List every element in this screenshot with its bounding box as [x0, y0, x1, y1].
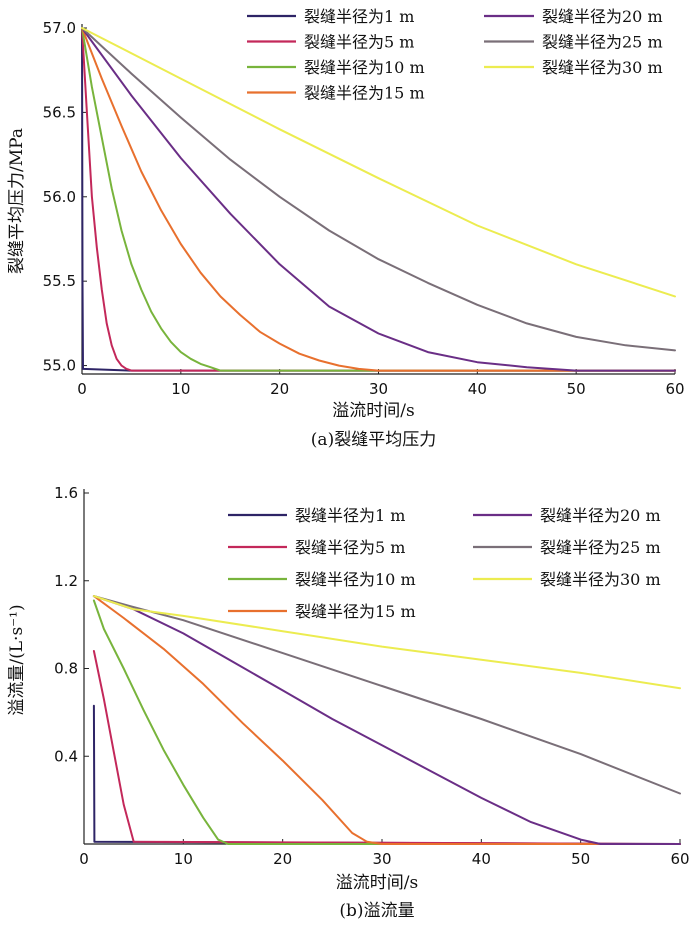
x-axis-title: 溢流时间/s: [336, 873, 418, 893]
chart-panel-0: 0 10 20 30 40 50 60 55.0 55.5 56.0 56.5 57.0 裂缝半径为1 …: [7, 7, 685, 450]
x-axis-title: 溢流时间/s: [332, 401, 414, 421]
legend-label: 裂缝半径为30 m: [540, 570, 661, 589]
y-axis-title: 裂缝平均压力/MPa: [7, 128, 27, 274]
x-tick-label: 40: [472, 850, 491, 868]
series-line-2: [81, 27, 676, 372]
series-line-6: [81, 27, 676, 352]
y-tick-label: 0.8: [54, 660, 78, 678]
legend-label: 裂缝半径为1 m: [295, 506, 405, 525]
legend-label: 裂缝半径为25 m: [542, 33, 663, 52]
x-tick-label: 0: [77, 380, 87, 398]
legend-label: 裂缝半径为25 m: [540, 538, 661, 557]
y-tick-label: 1.2: [54, 572, 78, 590]
series-line-5: [92, 595, 681, 845]
y-axis-title: 溢流量/(L·s⁻¹): [7, 604, 27, 715]
legend-label: 裂缝半径为20 m: [542, 7, 663, 26]
series-line-1: [81, 27, 676, 372]
series-line-3: [92, 599, 681, 845]
panel-caption: (a)裂缝平均压力: [311, 430, 436, 450]
y-tick-label: 55.0: [43, 357, 76, 375]
y-tick-label: 55.5: [43, 272, 76, 290]
chart-panel-1: 0 10 20 30 40 50 60 0.4 0.8 1.2 1.6 裂缝半径为1 m 裂缝半径为5 …: [7, 484, 690, 921]
legend: 裂缝半径为1 m 裂缝半径为5 m 裂缝半径为10 m 裂缝半径为15 m 裂缝半径为2…: [247, 7, 663, 103]
series-line-4: [81, 27, 676, 372]
legend-label: 裂缝半径为15 m: [295, 602, 416, 621]
y-tick-label: 56.0: [43, 188, 76, 206]
series-line-6: [92, 595, 681, 795]
x-tick-label: 10: [174, 850, 193, 868]
x-tick-label: 60: [670, 850, 689, 868]
x-tick-label: 60: [665, 380, 684, 398]
series-line-7: [92, 595, 681, 690]
x-tick-label: 30: [369, 380, 388, 398]
legend: 裂缝半径为1 m 裂缝半径为5 m 裂缝半径为10 m 裂缝半径为15 m 裂缝半径为2…: [228, 506, 661, 621]
y-tick-label: 0.4: [54, 747, 78, 765]
series-line-4: [92, 595, 681, 845]
legend-label: 裂缝半径为1 m: [304, 7, 414, 26]
x-tick-label: 50: [567, 380, 586, 398]
x-tick-label: 30: [372, 850, 391, 868]
legend-label: 裂缝半径为10 m: [295, 570, 416, 589]
legend-label: 裂缝半径为5 m: [304, 33, 414, 52]
y-tick-label: 57.0: [43, 19, 76, 37]
series-line-5: [81, 27, 676, 372]
x-tick-label: 20: [273, 850, 292, 868]
legend-label: 裂缝半径为30 m: [542, 58, 663, 77]
x-tick-label: 50: [571, 850, 590, 868]
x-tick-label: 20: [270, 380, 289, 398]
series-line-1: [92, 704, 681, 845]
series-line-3: [81, 27, 676, 372]
legend-label: 裂缝半径为10 m: [304, 58, 425, 77]
y-tick-label: 56.5: [43, 103, 76, 121]
panel-caption: (b)溢流量: [339, 901, 414, 921]
legend-label: 裂缝半径为15 m: [304, 84, 425, 103]
x-tick-label: 0: [79, 850, 89, 868]
x-tick-label: 40: [468, 380, 487, 398]
x-tick-label: 10: [171, 380, 190, 398]
y-tick-label: 1.6: [54, 484, 78, 502]
legend-label: 裂缝半径为5 m: [295, 538, 405, 557]
series-line-7: [81, 27, 676, 298]
legend-label: 裂缝半径为20 m: [540, 506, 661, 525]
